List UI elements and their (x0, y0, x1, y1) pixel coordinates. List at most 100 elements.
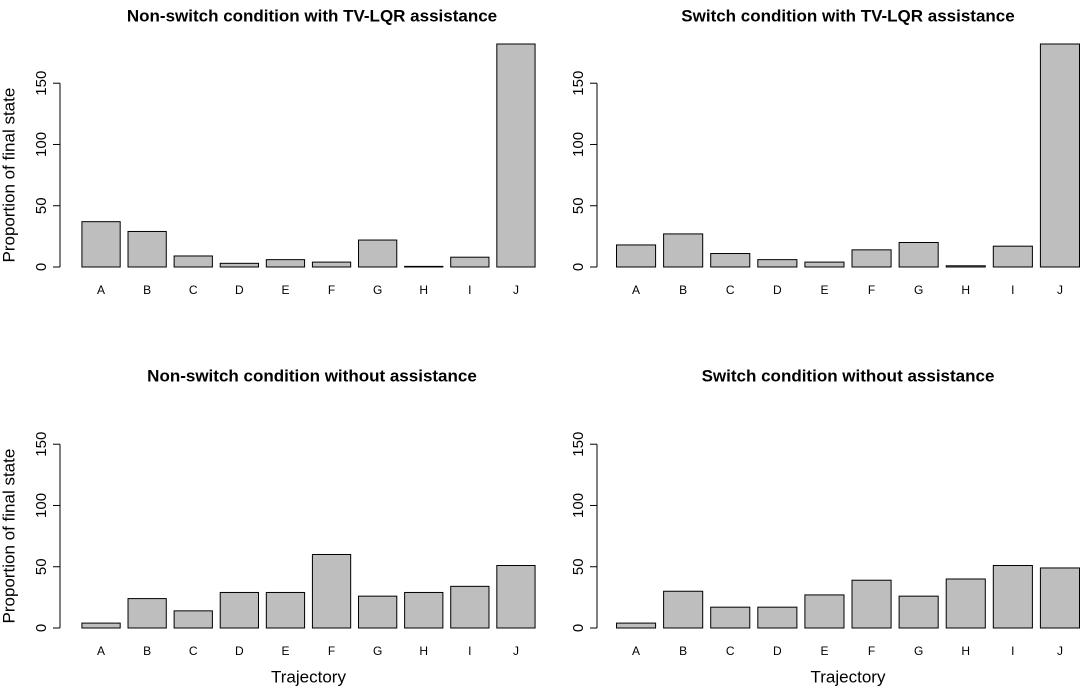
y-tick-label: 150 (33, 432, 50, 457)
x-tick-label: E (281, 283, 289, 297)
chart-title: Non-switch condition with TV-LQR assista… (127, 6, 497, 25)
x-tick-label: A (97, 283, 105, 297)
bar (898, 595, 939, 629)
bar (804, 261, 845, 268)
x-tick-label: H (419, 283, 428, 297)
bar (710, 253, 751, 268)
bar (311, 553, 352, 629)
x-tick-label: E (820, 283, 828, 297)
x-tick-label: F (328, 283, 335, 297)
x-tick-label: I (468, 283, 471, 297)
x-tick-label: G (914, 283, 923, 297)
x-tick-label: C (189, 283, 198, 297)
bar (496, 565, 536, 629)
x-tick-label: E (281, 644, 289, 658)
y-tick-label: 100 (570, 493, 587, 518)
x-tick-label: F (868, 644, 875, 658)
bar (127, 230, 167, 268)
y-tick-label: 0 (33, 624, 50, 632)
x-axis-title: Trajectory (811, 667, 886, 686)
bar (358, 239, 398, 268)
x-tick-label: H (961, 644, 970, 658)
bar (219, 591, 259, 629)
x-tick-label: A (97, 644, 105, 658)
x-tick-label: J (513, 283, 519, 297)
bar (265, 259, 306, 268)
bar (710, 606, 751, 629)
bar (404, 591, 444, 629)
x-tick-label: B (143, 283, 151, 297)
x-tick-label: D (235, 283, 244, 297)
bar (757, 606, 798, 629)
x-tick-label: I (1011, 644, 1014, 658)
y-tick-label: 0 (570, 263, 587, 271)
y-axis-title: Proportion of final state (0, 88, 18, 263)
y-axis-title: Proportion of final state (0, 449, 18, 624)
bar (404, 265, 444, 268)
bar (992, 245, 1033, 268)
bar (450, 256, 490, 268)
x-tick-label: B (679, 644, 687, 658)
bar (898, 241, 939, 268)
x-tick-label: C (189, 644, 198, 658)
bar (945, 578, 986, 629)
x-axis-title: Trajectory (271, 667, 346, 686)
y-tick-label: 100 (33, 493, 50, 518)
bar (945, 265, 986, 268)
bar (851, 249, 892, 268)
x-tick-label: I (1011, 283, 1014, 297)
bar (127, 598, 167, 629)
x-tick-label: G (373, 283, 382, 297)
bar (173, 255, 213, 268)
bar (173, 610, 213, 629)
chart-title: Switch condition with TV-LQR assistance (681, 6, 1014, 25)
x-tick-label: B (679, 283, 687, 297)
bar (311, 261, 352, 268)
x-tick-label: G (373, 644, 382, 658)
x-tick-label: F (868, 283, 875, 297)
y-tick-label: 150 (570, 71, 587, 96)
bar (757, 259, 798, 268)
x-tick-label: J (513, 644, 519, 658)
x-tick-label: D (773, 283, 782, 297)
bar (81, 622, 121, 629)
y-tick-label: 0 (570, 624, 587, 632)
y-tick-label: 150 (570, 432, 587, 457)
x-tick-label: A (632, 283, 640, 297)
bar (219, 262, 259, 268)
y-tick-label: 100 (33, 132, 50, 157)
y-tick-label: 50 (570, 197, 587, 214)
y-tick-label: 50 (33, 197, 50, 214)
x-tick-label: D (773, 644, 782, 658)
x-tick-label: F (328, 644, 335, 658)
chart-title: Switch condition without assistance (702, 366, 995, 385)
bar (1039, 567, 1080, 629)
y-tick-label: 50 (33, 558, 50, 575)
y-tick-label: 50 (570, 558, 587, 575)
x-tick-label: A (632, 644, 640, 658)
bar (851, 579, 892, 629)
bar (496, 43, 536, 268)
x-tick-label: B (143, 644, 151, 658)
x-tick-label: C (726, 283, 735, 297)
bar (616, 622, 657, 629)
chart-title: Non-switch condition without assistance (147, 366, 477, 385)
x-tick-label: J (1057, 644, 1063, 658)
bar (358, 595, 398, 629)
y-tick-label: 150 (33, 71, 50, 96)
x-tick-label: H (419, 644, 428, 658)
bar (81, 221, 121, 268)
x-tick-label: C (726, 644, 735, 658)
bar (450, 585, 490, 629)
bar (616, 244, 657, 268)
y-tick-label: 100 (570, 132, 587, 157)
x-tick-label: G (914, 644, 923, 658)
bar (663, 590, 704, 629)
x-tick-label: J (1057, 283, 1063, 297)
x-tick-label: H (961, 283, 970, 297)
bar (1039, 43, 1080, 268)
bar (265, 591, 306, 629)
x-tick-label: D (235, 644, 244, 658)
bar (804, 594, 845, 629)
